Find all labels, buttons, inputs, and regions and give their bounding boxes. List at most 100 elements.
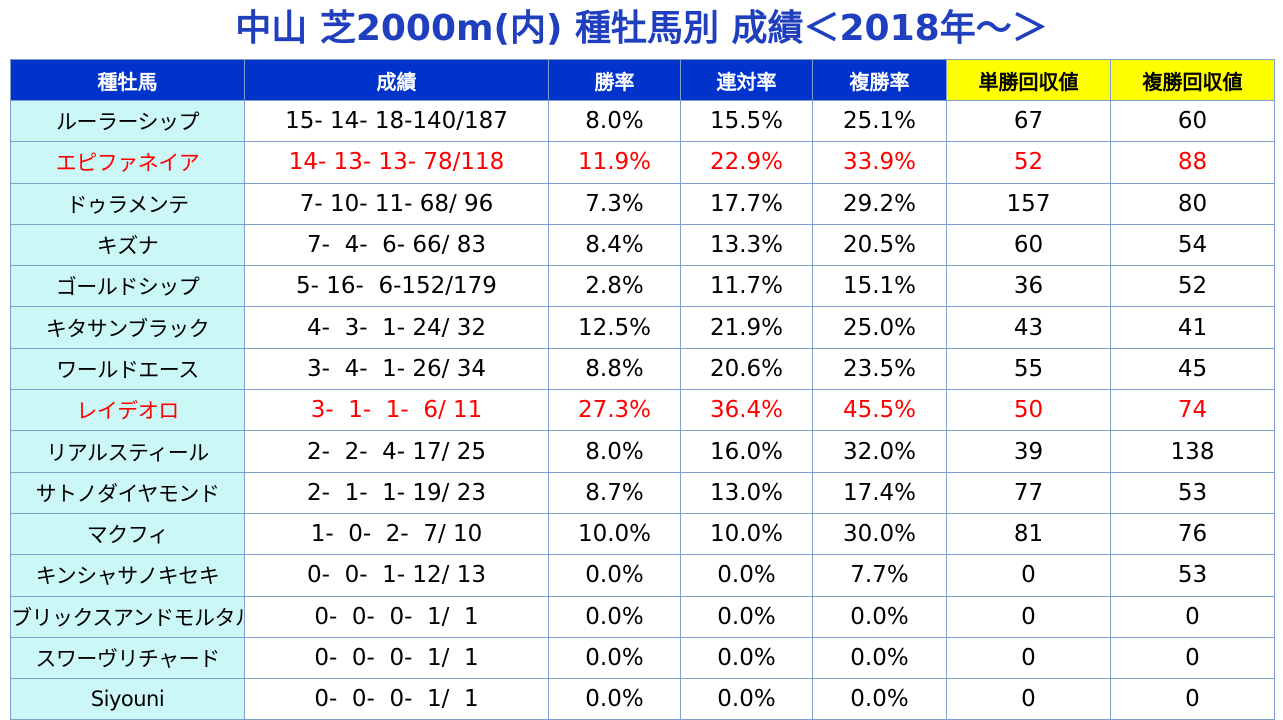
top2-rate-cell: 10.0% (680, 512, 813, 556)
table-row: ゴールドシップ 5- 16- 6-152/179 2.8% 11.7% 15.1% 36 5… (10, 265, 1275, 308)
top3-rate-cell: 15.1% (812, 265, 947, 308)
sire-cell: キンシャサノキセキ (10, 554, 245, 597)
col-header-win-return: 単勝回収値 (946, 59, 1111, 101)
top3-rate-cell: 0.0% (812, 678, 947, 720)
top2-rate-cell: 11.7% (680, 265, 813, 308)
win-return-cell: 60 (946, 223, 1111, 267)
top2-rate-cell: 0.0% (680, 636, 813, 680)
sire-cell: スワーヴリチャード (10, 636, 245, 680)
record-cell: 3- 4- 1- 26/ 34 (244, 347, 549, 391)
col-header-record: 成績 (244, 59, 549, 101)
win-rate-cell: 0.0% (548, 595, 681, 638)
place-return-cell: 88 (1110, 141, 1275, 184)
win-rate-cell: 2.8% (548, 265, 681, 308)
top3-rate-cell: 0.0% (812, 636, 947, 680)
win-return-cell: 77 (946, 471, 1111, 514)
col-header-top3-rate: 複勝率 (812, 59, 947, 101)
top3-rate-cell: 17.4% (812, 471, 947, 514)
win-return-cell: 36 (946, 265, 1111, 308)
page-title: 中山 芝2000m(内) 種牡馬別 成績＜2018年～＞ (235, 8, 1048, 49)
sire-cell: エピファネイア (10, 141, 245, 184)
top3-rate-cell: 20.5% (812, 223, 947, 267)
place-return-cell: 60 (1110, 99, 1275, 143)
table-row: キズナ 7- 4- 6- 66/ 83 8.4% 13.3% 20.5% 60 54 (10, 223, 1275, 267)
sire-cell: ゴールドシップ (10, 265, 245, 308)
win-rate-cell: 8.7% (548, 471, 681, 514)
win-return-cell: 157 (946, 182, 1111, 225)
place-return-cell: 76 (1110, 512, 1275, 556)
top2-rate-cell: 21.9% (680, 306, 813, 349)
place-return-cell: 74 (1110, 389, 1275, 432)
sire-cell: マクフィ (10, 512, 245, 556)
top2-rate-cell: 36.4% (680, 389, 813, 432)
col-header-top2-rate: 連対率 (680, 59, 813, 101)
win-return-cell: 0 (946, 595, 1111, 638)
table-row: ルーラーシップ 15- 14- 18-140/187 8.0% 15.5% 25.1% 6… (10, 99, 1275, 143)
win-return-cell: 43 (946, 306, 1111, 349)
record-cell: 0- 0- 0- 1/ 1 (244, 678, 549, 720)
table-row: リアルスティール 2- 2- 4- 17/ 25 8.0% 16.0% 32.0% 39 1… (10, 430, 1275, 473)
top3-rate-cell: 23.5% (812, 347, 947, 391)
col-header-sire: 種牡馬 (10, 59, 245, 101)
record-cell: 4- 3- 1- 24/ 32 (244, 306, 549, 349)
win-return-cell: 50 (946, 389, 1111, 432)
place-return-cell: 0 (1110, 678, 1275, 720)
top2-rate-cell: 16.0% (680, 430, 813, 473)
place-return-cell: 53 (1110, 471, 1275, 514)
top3-rate-cell: 32.0% (812, 430, 947, 473)
table-row: サトノダイヤモンド 2- 1- 1- 19/ 23 8.7% 13.0% 17.4% 77… (10, 471, 1275, 514)
top2-rate-cell: 13.3% (680, 223, 813, 267)
top3-rate-cell: 7.7% (812, 554, 947, 597)
top2-rate-cell: 0.0% (680, 595, 813, 638)
win-return-cell: 81 (946, 512, 1111, 556)
win-rate-cell: 8.0% (548, 430, 681, 473)
top2-rate-cell: 17.7% (680, 182, 813, 225)
top2-rate-cell: 0.0% (680, 678, 813, 720)
table-row: ドゥラメンテ 7- 10- 11- 68/ 96 7.3% 17.7% 29.2% 157… (10, 182, 1275, 225)
record-cell: 0- 0- 0- 1/ 1 (244, 595, 549, 638)
record-cell: 7- 10- 11- 68/ 96 (244, 182, 549, 225)
record-cell: 2- 1- 1- 19/ 23 (244, 471, 549, 514)
sire-cell: ブリックスアンドモルタル (10, 595, 245, 638)
table-row: キンシャサノキセキ 0- 0- 1- 12/ 13 0.0% 0.0% 7.7% 0 53 (10, 554, 1275, 597)
win-return-cell: 39 (946, 430, 1111, 473)
table-row: レイデオロ 3- 1- 1- 6/ 11 27.3% 36.4% 45.5% 50 74 (10, 389, 1275, 432)
header-row: 種牡馬 成績 勝率 連対率 複勝率 単勝回収値 複勝回収値 (10, 59, 1275, 101)
sire-cell: Siyouni (10, 678, 245, 720)
results-table: 種牡馬 成績 勝率 連対率 複勝率 単勝回収値 複勝回収値 ルーラーシップ 15-… (10, 59, 1275, 720)
sire-cell: ルーラーシップ (10, 99, 245, 143)
top3-rate-cell: 29.2% (812, 182, 947, 225)
record-cell: 0- 0- 1- 12/ 13 (244, 554, 549, 597)
table-row: キタサンブラック 4- 3- 1- 24/ 32 12.5% 21.9% 25.0% 43… (10, 306, 1275, 349)
win-rate-cell: 0.0% (548, 554, 681, 597)
table-row: ワールドエース 3- 4- 1- 26/ 34 8.8% 20.6% 23.5% 55 45 (10, 347, 1275, 391)
record-cell: 15- 14- 18-140/187 (244, 99, 549, 143)
top3-rate-cell: 45.5% (812, 389, 947, 432)
top3-rate-cell: 30.0% (812, 512, 947, 556)
place-return-cell: 53 (1110, 554, 1275, 597)
win-return-cell: 0 (946, 636, 1111, 680)
place-return-cell: 45 (1110, 347, 1275, 391)
record-cell: 2- 2- 4- 17/ 25 (244, 430, 549, 473)
sire-cell: レイデオロ (10, 389, 245, 432)
place-return-cell: 0 (1110, 636, 1275, 680)
sire-cell: リアルスティール (10, 430, 245, 473)
table-row: Siyouni 0- 0- 0- 1/ 1 0.0% 0.0% 0.0% 0 0 (10, 678, 1275, 720)
win-rate-cell: 12.5% (548, 306, 681, 349)
table-row: マクフィ 1- 0- 2- 7/ 10 10.0% 10.0% 30.0% 81 76 (10, 512, 1275, 556)
win-return-cell: 0 (946, 554, 1111, 597)
place-return-cell: 0 (1110, 595, 1275, 638)
place-return-cell: 41 (1110, 306, 1275, 349)
win-rate-cell: 11.9% (548, 141, 681, 184)
win-return-cell: 52 (946, 141, 1111, 184)
sire-cell: ドゥラメンテ (10, 182, 245, 225)
win-rate-cell: 8.8% (548, 347, 681, 391)
win-rate-cell: 7.3% (548, 182, 681, 225)
col-header-win-rate: 勝率 (548, 59, 681, 101)
win-return-cell: 67 (946, 99, 1111, 143)
win-rate-cell: 8.4% (548, 223, 681, 267)
win-rate-cell: 10.0% (548, 512, 681, 556)
record-cell: 0- 0- 0- 1/ 1 (244, 636, 549, 680)
record-cell: 5- 16- 6-152/179 (244, 265, 549, 308)
top3-rate-cell: 33.9% (812, 141, 947, 184)
